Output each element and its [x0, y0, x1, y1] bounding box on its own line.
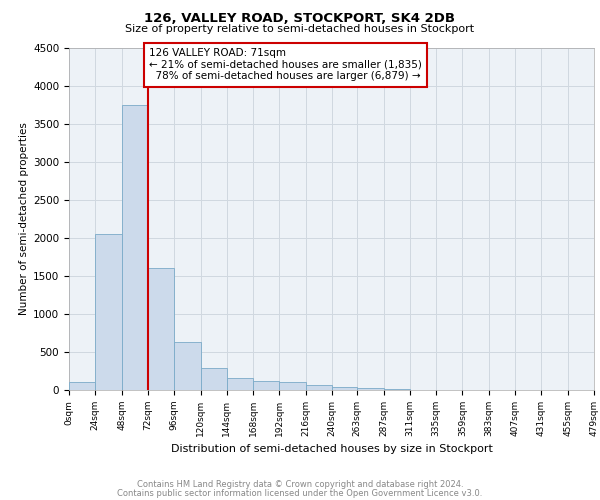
Text: 126, VALLEY ROAD, STOCKPORT, SK4 2DB: 126, VALLEY ROAD, STOCKPORT, SK4 2DB [145, 12, 455, 26]
Bar [306, 384, 332, 390]
Bar [174, 342, 200, 390]
Text: 126 VALLEY ROAD: 71sqm
← 21% of semi-detached houses are smaller (1,835)
  78% o: 126 VALLEY ROAD: 71sqm ← 21% of semi-det… [149, 48, 422, 82]
Bar [253, 381, 280, 390]
Bar [227, 378, 253, 390]
Bar [357, 388, 383, 390]
Bar [95, 234, 122, 390]
Bar [280, 382, 306, 390]
Bar [200, 368, 227, 390]
Bar [69, 382, 95, 390]
Text: Contains HM Land Registry data © Crown copyright and database right 2024.: Contains HM Land Registry data © Crown c… [137, 480, 463, 489]
Bar [383, 389, 410, 390]
Y-axis label: Number of semi-detached properties: Number of semi-detached properties [19, 122, 29, 315]
Bar [332, 386, 357, 390]
X-axis label: Distribution of semi-detached houses by size in Stockport: Distribution of semi-detached houses by … [170, 444, 493, 454]
Text: Size of property relative to semi-detached houses in Stockport: Size of property relative to semi-detach… [125, 24, 475, 34]
Bar [148, 268, 174, 390]
Text: Contains public sector information licensed under the Open Government Licence v3: Contains public sector information licen… [118, 488, 482, 498]
Bar [122, 104, 148, 390]
